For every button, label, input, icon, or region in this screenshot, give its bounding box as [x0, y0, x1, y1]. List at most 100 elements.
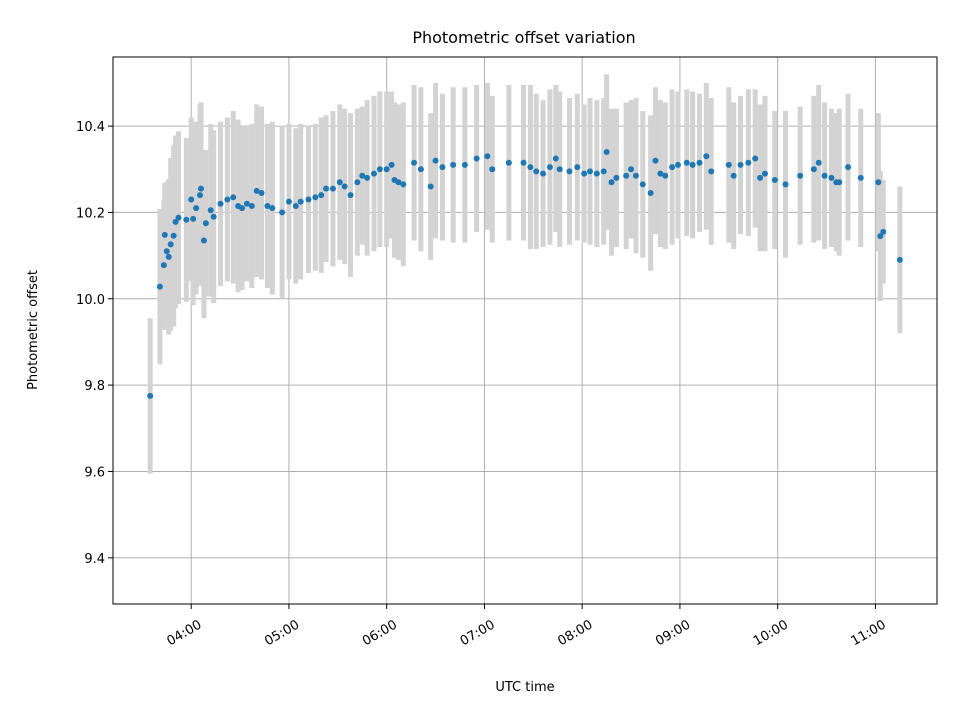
- data-point: [556, 166, 563, 173]
- data-point: [527, 164, 534, 171]
- data-point: [243, 200, 250, 207]
- data-point: [574, 164, 581, 171]
- data-point: [757, 174, 764, 181]
- data-point: [156, 283, 163, 290]
- data-point: [821, 172, 828, 179]
- data-point: [877, 233, 884, 240]
- data-point: [662, 172, 669, 179]
- data-point: [217, 200, 224, 207]
- data-point: [708, 168, 715, 175]
- data-point: [285, 198, 292, 205]
- x-axis-label: UTC time: [495, 680, 554, 695]
- y-axis-label: Photometric offset: [26, 270, 41, 390]
- data-point: [305, 196, 312, 203]
- data-point: [581, 170, 588, 177]
- data-point: [190, 215, 197, 222]
- data-point: [297, 198, 304, 205]
- data-point: [815, 159, 822, 166]
- data-point: [161, 231, 168, 238]
- data-point: [520, 159, 527, 166]
- data-point: [639, 181, 646, 188]
- data-point: [752, 155, 759, 162]
- data-points: [147, 148, 903, 399]
- x-tick-label: 08:00: [555, 617, 595, 649]
- data-point: [473, 155, 480, 162]
- data-point: [417, 166, 424, 173]
- data-point: [312, 194, 319, 201]
- data-point: [269, 205, 276, 212]
- data-point: [183, 216, 190, 223]
- data-point: [505, 159, 512, 166]
- data-point: [292, 202, 299, 209]
- data-point: [279, 209, 286, 216]
- data-point: [175, 214, 182, 221]
- chart-title: Photometric offset variation: [412, 28, 635, 47]
- data-point: [347, 192, 354, 199]
- data-point: [603, 148, 610, 155]
- data-point: [613, 174, 620, 181]
- data-point: [896, 256, 903, 263]
- data-point: [689, 161, 696, 168]
- data-point: [566, 168, 573, 175]
- y-tick-label: 10.4: [76, 120, 105, 135]
- data-point: [258, 189, 265, 196]
- data-point: [552, 155, 559, 162]
- data-point: [165, 253, 172, 260]
- data-point: [376, 166, 383, 173]
- data-point: [810, 166, 817, 173]
- data-point: [167, 241, 174, 248]
- data-point: [696, 159, 703, 166]
- data-point: [587, 168, 594, 175]
- data-point: [341, 183, 348, 190]
- data-point: [388, 161, 395, 168]
- data-point: [163, 248, 170, 255]
- x-tick-label: 07:00: [458, 617, 498, 649]
- data-point: [652, 157, 659, 164]
- data-point: [264, 202, 271, 209]
- data-point: [461, 161, 468, 168]
- data-point: [540, 170, 547, 177]
- data-point: [761, 170, 768, 177]
- data-point: [730, 172, 737, 179]
- data-point: [857, 174, 864, 181]
- data-point: [370, 170, 377, 177]
- data-point: [593, 170, 600, 177]
- data-point: [427, 183, 434, 190]
- data-point: [188, 196, 195, 203]
- y-tick-label: 10.0: [76, 293, 105, 308]
- data-point: [318, 192, 325, 199]
- data-point: [160, 262, 167, 269]
- data-point: [745, 159, 752, 166]
- data-point: [172, 218, 179, 225]
- data-point: [669, 164, 676, 171]
- data-point: [845, 164, 852, 171]
- data-point: [224, 196, 231, 203]
- data-point: [725, 161, 732, 168]
- data-point: [489, 166, 496, 173]
- data-point: [248, 202, 255, 209]
- data-point: [359, 172, 366, 179]
- data-point: [336, 179, 343, 186]
- data-point: [703, 153, 710, 160]
- y-tick-label: 10.2: [76, 206, 105, 221]
- data-point: [197, 185, 204, 192]
- data-point: [533, 168, 540, 175]
- data-point: [207, 207, 214, 214]
- x-tick-label: 06:00: [360, 617, 400, 649]
- data-point: [484, 153, 491, 160]
- plot-frame: [112, 56, 938, 605]
- data-point: [210, 213, 217, 220]
- data-point: [546, 164, 553, 171]
- data-point: [836, 179, 843, 186]
- data-point: [657, 170, 664, 177]
- data-point: [411, 159, 418, 166]
- data-point: [647, 189, 654, 196]
- data-point: [193, 205, 200, 212]
- data-point: [608, 179, 615, 186]
- data-point: [170, 232, 177, 239]
- data-point: [628, 166, 635, 173]
- x-tick-label: 10:00: [751, 617, 791, 649]
- data-point: [239, 205, 246, 212]
- data-point: [683, 159, 690, 166]
